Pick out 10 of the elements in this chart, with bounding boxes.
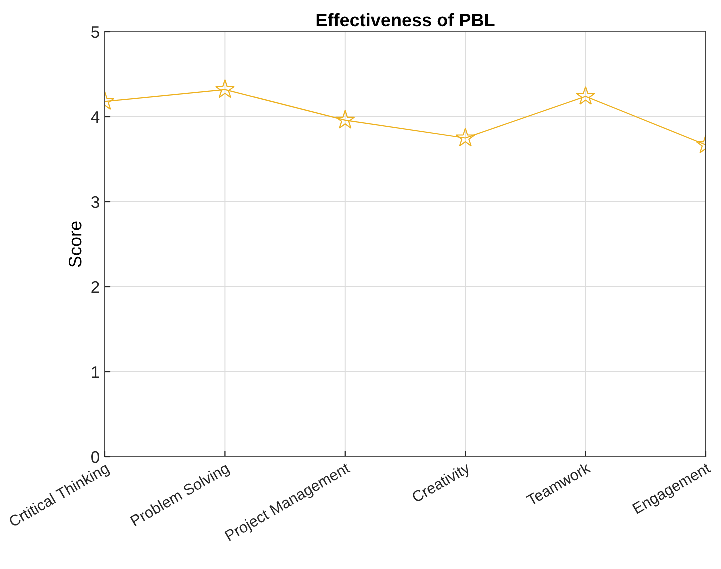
y-tick-label: 1 <box>92 366 100 378</box>
y-tick-label: 0 <box>92 451 100 464</box>
y-tick-label: 2 <box>92 281 100 294</box>
point <box>336 110 356 129</box>
y-axis-title: Score <box>68 222 82 268</box>
y-tick-label: 3 <box>92 196 100 208</box>
point <box>456 128 476 147</box>
y-tick-label: 5 <box>92 26 100 38</box>
y-tick-label: 4 <box>91 112 100 124</box>
chart-title: Effectiveness of PBL <box>316 13 495 27</box>
